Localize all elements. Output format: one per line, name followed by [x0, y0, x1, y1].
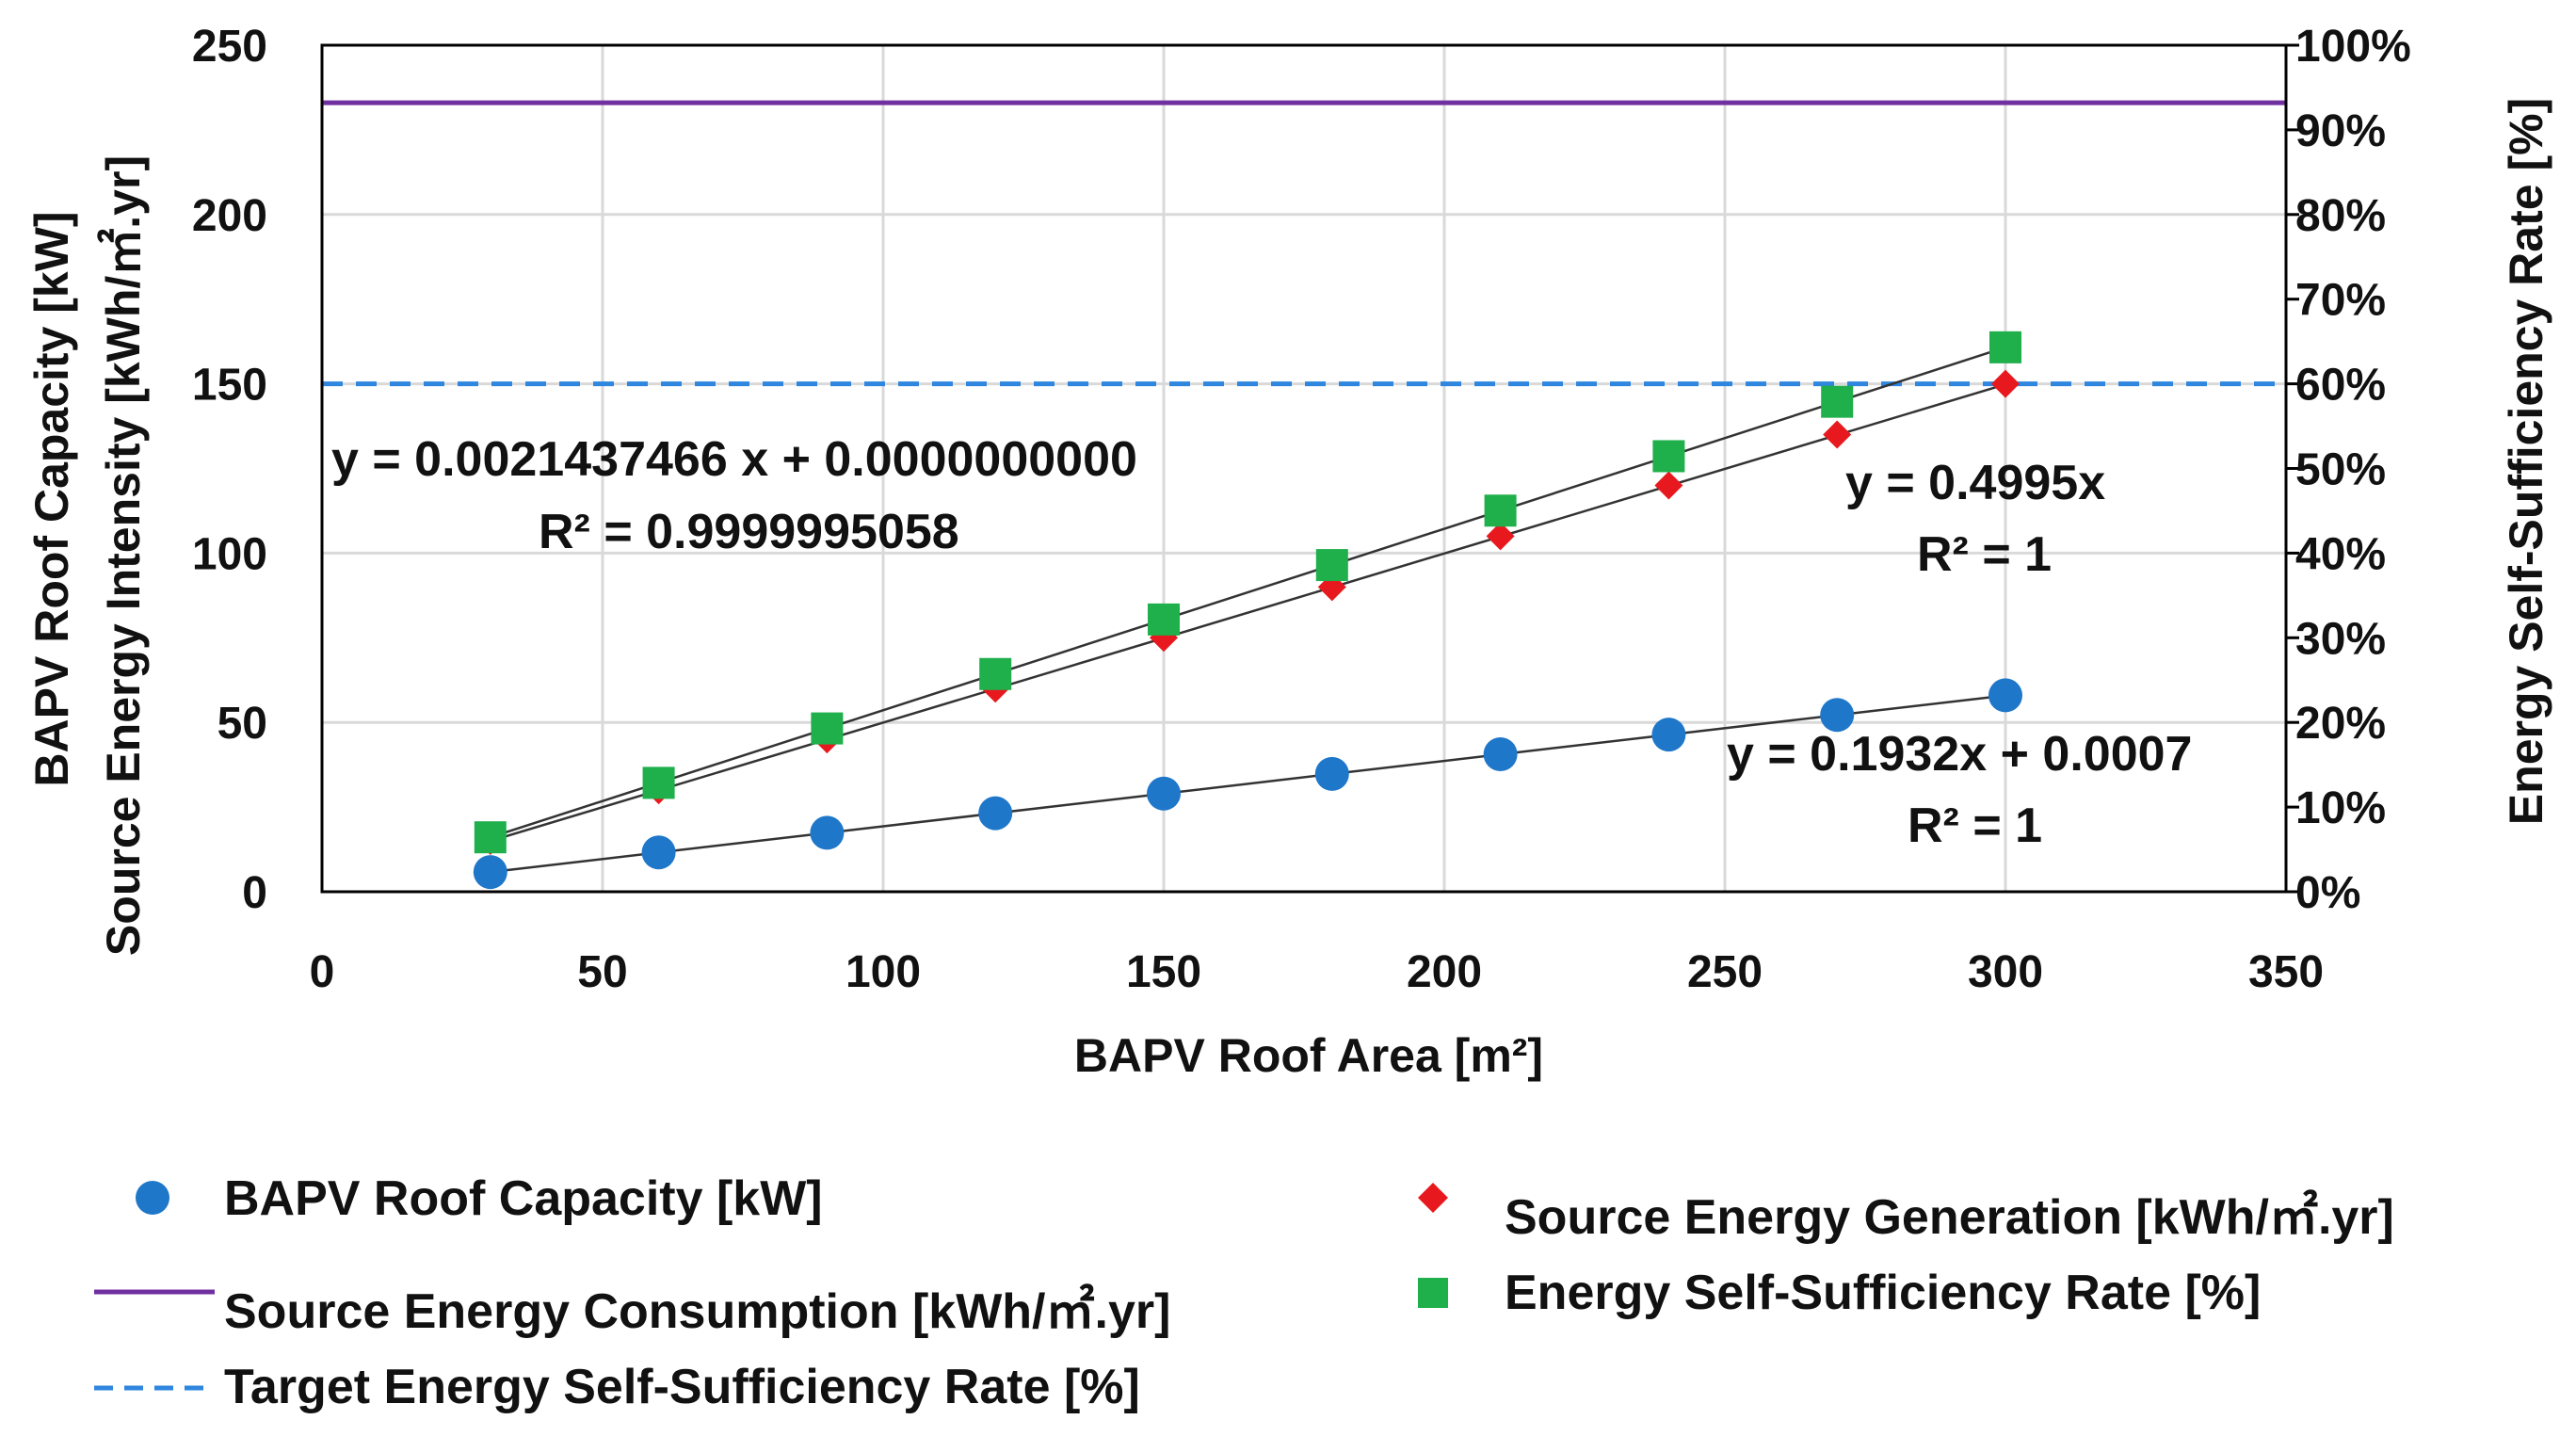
x-tick-label: 200 — [1407, 947, 1482, 997]
x-tick-label: 300 — [1968, 947, 2043, 997]
generation-point — [1991, 369, 2020, 398]
plot-area — [322, 45, 2286, 892]
legend-marker-ess — [1418, 1278, 1448, 1308]
x-tick-label: 250 — [1687, 947, 1763, 997]
x-tick-label: 50 — [577, 947, 627, 997]
plot-border — [320, 43, 2288, 894]
y-tick-label: 100 — [192, 529, 267, 579]
capacity-point — [1820, 698, 1855, 733]
legend-marker-generation — [1418, 1183, 1448, 1213]
y2-tick-label: 80% — [2295, 191, 2386, 241]
annotation-ess-equation: y = 0.0021437466 x + 0.0000000000 — [331, 432, 1137, 487]
capacity-point — [978, 796, 1013, 831]
ess-point — [1989, 331, 2021, 363]
annotation-generation-equation: y = 0.4995x — [1845, 456, 2105, 510]
y2-tick-label: 90% — [2295, 106, 2386, 156]
legend-label-target: Target Energy Self-Sufficiency Rate [%] — [224, 1360, 1140, 1414]
generation-point — [1823, 420, 1852, 449]
annotation-capacity-equation: y = 0.1932x + 0.0007 — [1727, 727, 2192, 782]
plot-area-background — [322, 45, 2286, 892]
y2-tick-label: 0% — [2295, 868, 2360, 918]
ess-point — [1315, 549, 1348, 582]
axes: 0 50 100 150 200 250 300 350 0 50 100 150 200 250 0% 10… — [192, 22, 2411, 997]
annotation-generation-r2: R² = 1 — [1917, 527, 2052, 582]
y2-tick-label: 100% — [2295, 22, 2411, 72]
square-trendline — [490, 346, 2006, 839]
capacity-point — [473, 855, 507, 890]
ess-point — [1148, 603, 1180, 636]
capacity-point — [1314, 756, 1349, 791]
x-tick-label: 100 — [845, 947, 921, 997]
y2-tick-label: 20% — [2295, 699, 2386, 749]
capacity-point — [810, 815, 845, 850]
legend-marker-capacity — [136, 1181, 169, 1215]
ess-point — [1484, 494, 1517, 527]
x-tick-label: 350 — [2248, 947, 2324, 997]
ess-point — [811, 712, 844, 745]
ess-point — [642, 766, 675, 799]
y-axis-title-2: Source Energy Intensity [kWh/㎡.yr] — [97, 155, 150, 956]
data-markers — [473, 331, 2022, 890]
legend: BAPV Roof Capacity [kW] Source Energy Ge… — [94, 1171, 2394, 1414]
capacity-point — [1483, 737, 1518, 772]
y-tick-label: 150 — [192, 361, 267, 411]
x-tick-label: 0 — [310, 947, 335, 997]
generation-point — [1486, 522, 1515, 551]
legend-label-ess: Energy Self-Sufficiency Rate [%] — [1505, 1266, 2261, 1320]
y-axis-title: BAPV Roof Capacity [kW] — [25, 211, 78, 786]
annotation-ess-r2: R² = 0.9999995058 — [539, 505, 959, 559]
ess-point — [1821, 385, 1854, 418]
reference-lines — [322, 100, 2286, 387]
y2-tick-label: 70% — [2295, 276, 2386, 326]
x-tick-label: 150 — [1126, 947, 1201, 997]
generation-point — [1654, 471, 1683, 500]
legend-label-capacity: BAPV Roof Capacity [kW] — [224, 1171, 823, 1226]
legend-label-generation: Source Energy Generation [kWh/㎡.yr] — [1505, 1189, 2394, 1245]
y2-tick-label: 60% — [2295, 361, 2386, 411]
ess-point — [474, 821, 507, 854]
trendlines — [490, 346, 2006, 874]
diamond-trendline — [490, 382, 2006, 843]
ess-point — [979, 657, 1012, 690]
capacity-point — [1147, 776, 1181, 811]
x-axis-title: BAPV Roof Area [m²] — [1074, 1029, 1543, 1082]
y-tick-label: 0 — [242, 868, 267, 918]
y2-tick-label: 10% — [2295, 783, 2386, 833]
y2-axis-title: Energy Self-Sufficiency Rate [%] — [2500, 98, 2552, 825]
y2-tick-label: 40% — [2295, 529, 2386, 579]
annotation-capacity-r2: R² = 1 — [1908, 799, 2042, 853]
circle-trendline — [490, 694, 2006, 874]
legend-label-consumption: Source Energy Consumption [kWh/㎡.yr] — [224, 1283, 1170, 1339]
y-tick-label: 50 — [217, 699, 267, 749]
y2-tick-label: 50% — [2295, 445, 2386, 495]
capacity-point — [1988, 678, 2022, 713]
y-tick-label: 250 — [192, 22, 267, 72]
capacity-point — [641, 835, 676, 870]
y2-tick-label: 30% — [2295, 614, 2386, 664]
y-tick-label: 200 — [192, 191, 267, 241]
ess-point — [1652, 440, 1685, 473]
capacity-point — [1651, 718, 1686, 752]
